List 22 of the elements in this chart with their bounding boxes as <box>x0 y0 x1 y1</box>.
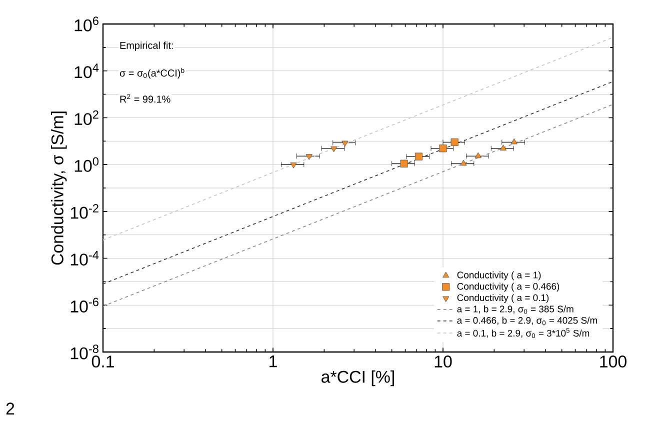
legend-label: a = 0.466, b = 2.9, σ$_{0}$ = 4025 S/m <box>457 316 597 326</box>
legend-label: Conductivity ( a = 0.1) <box>457 294 549 303</box>
legend-label: a = 0.1, b = 2.9, σ$_{0}$ = 3*10$^{5}$ S/m <box>457 328 590 338</box>
y-tick-label: 10$^{-2}$ <box>70 204 98 219</box>
annotation: R$^{2}$ = 99.1% <box>120 94 170 103</box>
legend-label: Conductivity ( a = 1) <box>457 271 541 280</box>
x-tick-label: 10 <box>434 356 452 368</box>
y-tick-label: 10$^{-6}$ <box>70 298 98 312</box>
legend-label: Conductivity ( a = 0.466) <box>457 282 560 292</box>
annotation: Empirical fit: <box>120 42 173 51</box>
annotation: σ = σ$_{0}$(a*CCI)$^{b}$ <box>120 68 184 79</box>
y-tick-label: 10$^{6}$ <box>74 16 98 32</box>
y-tick-label: 10$^{2}$ <box>74 110 98 126</box>
x-tick-label: 1 <box>270 356 277 368</box>
y-tick-label: 10$^{-4}$ <box>70 251 99 266</box>
y-tick-label: 10$^{4}$ <box>74 64 99 78</box>
y-axis-title: Conductivity, σ [S/m] <box>50 112 67 265</box>
legend-label: a = 1, b = 2.9, σ$_{0}$ = 385 S/m <box>457 305 574 314</box>
x-axis-title: a*CCI [%] <box>322 370 394 386</box>
x-tick-label: 100 <box>600 356 626 368</box>
y-tick-label: 10$^{0}$ <box>74 157 99 172</box>
text: 2 <box>6 402 14 414</box>
